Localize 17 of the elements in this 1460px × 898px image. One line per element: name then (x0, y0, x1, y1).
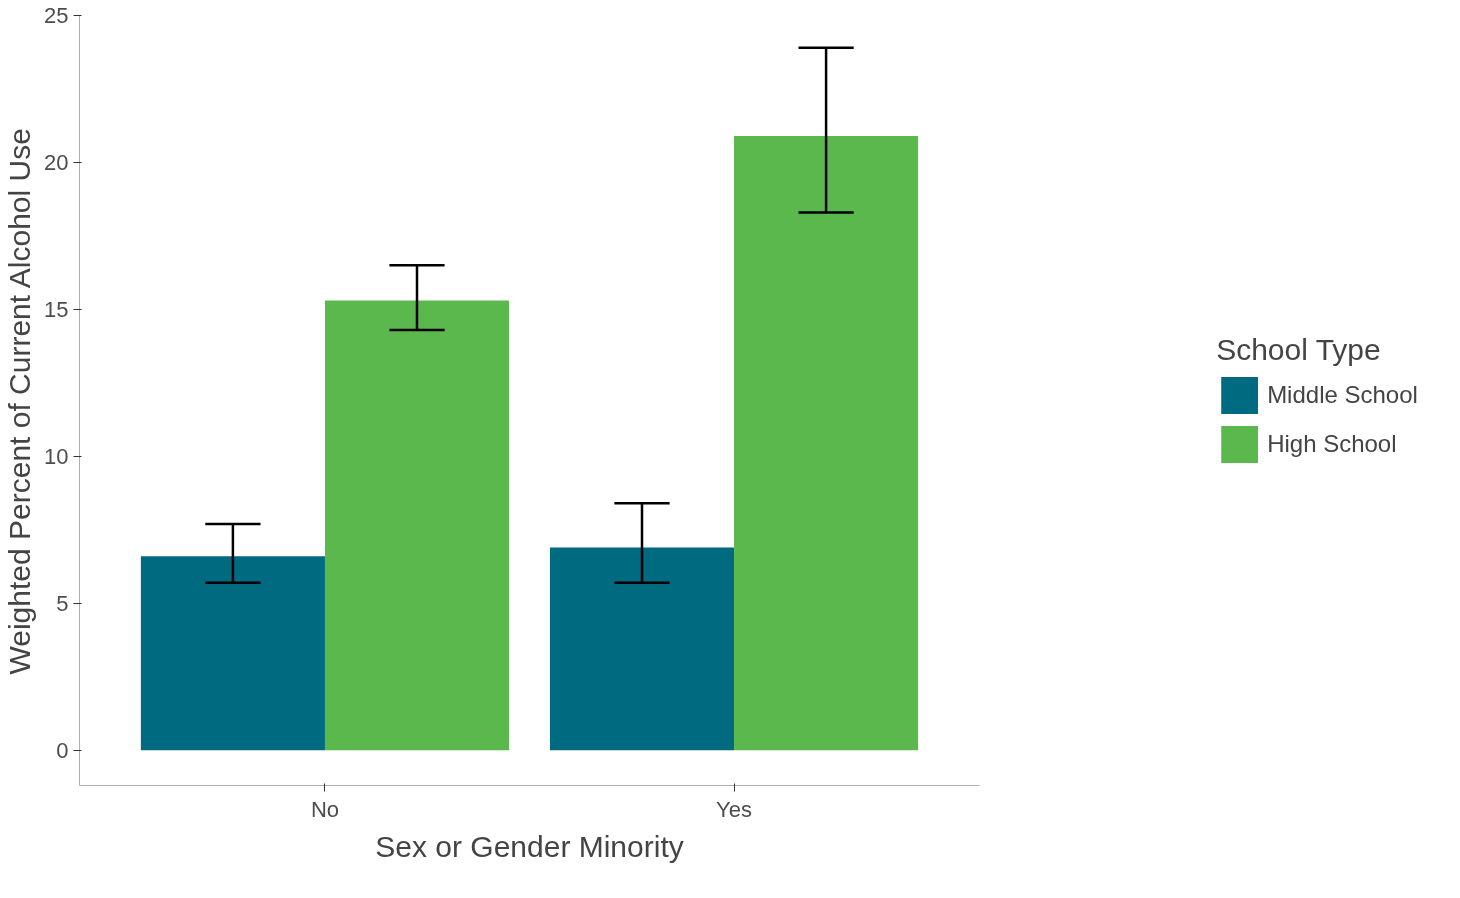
x-tick-label: No (310, 796, 340, 822)
legend-label: High School (1267, 430, 1397, 458)
y-tick-label: 25 (44, 3, 69, 28)
bar (324, 300, 510, 751)
y-tick-label: 0 (56, 737, 69, 763)
legend-title: School Type (1216, 333, 1382, 367)
y-axis-title: Weighted Percent of Current Alcohol Use (3, 128, 37, 675)
bar (734, 136, 919, 751)
x-tick-label: Yes (716, 796, 752, 822)
y-tick-label: 15 (44, 296, 69, 322)
bar (549, 547, 735, 751)
y-tick-label: 5 (56, 590, 69, 616)
x-axis-title: Sex or Gender Minority (375, 829, 684, 863)
y-tick-label: 10 (44, 443, 69, 469)
legend-label: Middle School (1267, 381, 1418, 409)
bar (140, 556, 325, 751)
y-tick-label: 20 (44, 149, 69, 175)
